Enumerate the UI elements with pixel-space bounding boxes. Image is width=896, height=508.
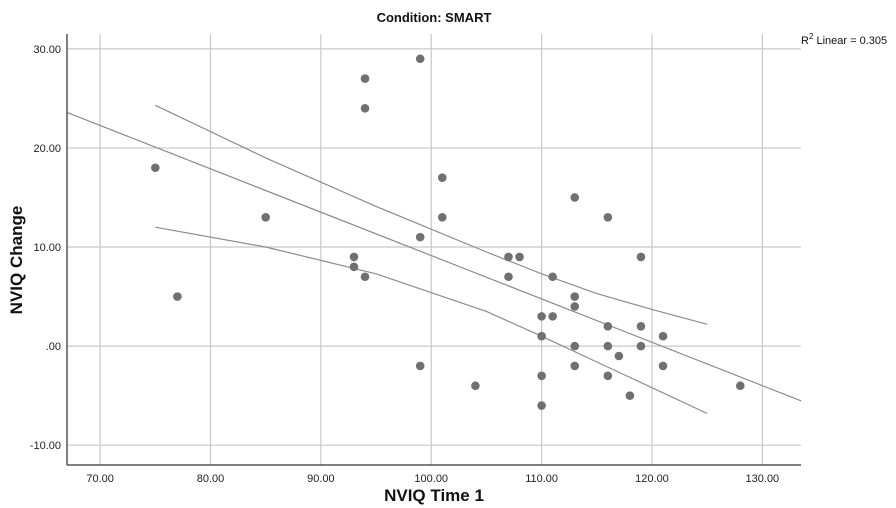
data-point [570,292,580,301]
data-point [658,361,668,371]
r2-superscript: 2 [809,32,814,41]
data-point [173,292,182,301]
data-point [570,193,580,202]
y-tick-label: 10.00 [33,242,61,254]
x-tick-label: 100.00 [414,473,448,485]
r2-text: Linear = 0.305 [813,35,887,47]
chart-title: Condition: SMART [377,10,492,25]
x-tick-label: 90.00 [307,473,335,485]
data-point [537,331,546,341]
data-point [603,321,613,331]
data-point [548,272,557,282]
data-point [570,302,580,311]
y-axis-label: NVIQ Change [7,206,26,315]
data-point [151,163,160,173]
ci-upper-line [155,104,708,325]
data-point [360,272,370,282]
y-tick-label: .00 [46,341,61,353]
data-points [151,54,745,410]
data-point [548,312,557,321]
data-point [537,371,546,381]
data-point [537,401,546,410]
data-point [614,351,624,361]
data-point [603,371,613,381]
data-point [360,104,370,113]
grid-lines [67,34,801,465]
r-squared-annotation: R2 Linear = 0.305 [801,32,887,47]
fit-lines [66,104,802,415]
ci-lower-line [155,226,708,415]
data-point [415,54,425,64]
data-point [636,252,646,262]
data-point [735,381,745,391]
x-tick-label: 130.00 [746,473,780,485]
data-point [515,252,524,262]
data-point [349,252,359,262]
data-point [504,252,513,262]
y-tick-label: 30.00 [33,44,61,56]
data-point [360,74,370,83]
data-point [437,173,447,182]
r2-prefix: R [801,35,809,47]
x-tick-label: 110.00 [525,473,558,485]
data-point [570,361,580,371]
data-point [636,341,646,351]
plot-frame [66,34,801,466]
y-tick-label: 20.00 [33,143,61,155]
fit-line [66,111,802,402]
x-tick-label: 80.00 [197,473,225,485]
y-tick-labels: -10.00 .00 10.00 20.00 30.00 [30,44,61,452]
data-point [504,272,513,282]
data-point [603,341,613,351]
data-point [625,391,635,400]
data-point [415,361,425,371]
data-point [537,312,546,321]
x-axis-label: NVIQ Time 1 [384,486,484,505]
data-point [349,262,359,272]
data-point [261,212,270,222]
x-tick-labels: 70.00 80.00 90.00 100.00 110.00 120.00 130.00 [86,473,779,485]
data-point [437,212,447,222]
x-tick-label: 70.00 [86,473,114,485]
data-point [415,232,425,242]
data-point [471,381,480,391]
data-point [570,341,580,351]
data-point [636,321,646,331]
y-tick-label: -10.00 [30,440,61,452]
data-point [658,331,668,341]
x-tick-label: 120.00 [635,473,669,485]
data-point [603,212,613,222]
